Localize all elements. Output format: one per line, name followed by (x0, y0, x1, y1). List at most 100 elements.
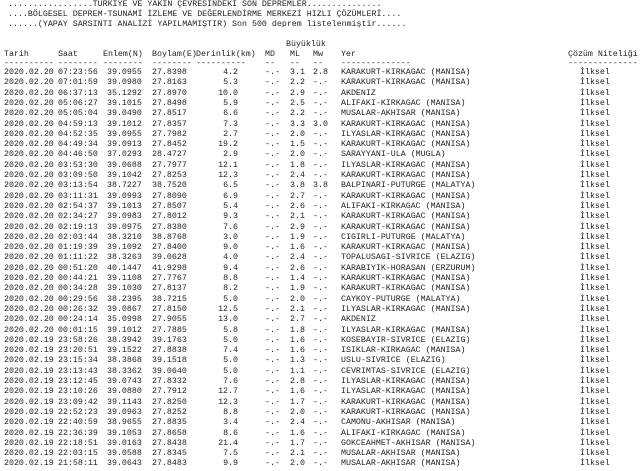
cell: 2020.02.20 (4, 232, 54, 242)
cell: -.- (265, 377, 280, 386)
cell: 39.0743 (107, 377, 142, 386)
cell: 27.8438 (152, 438, 187, 448)
cell: 1.6 (290, 335, 305, 345)
cell: 39.0880 (107, 387, 142, 397)
cell: -.- (265, 304, 280, 314)
cell: AKDENIZ (341, 88, 376, 98)
header-line: ......(YAPAY SARSINTI ANALİZİ YAPILMAMIŞ… (8, 20, 407, 29)
cell: 9.0 (223, 243, 238, 253)
cell: MUSALAR-AKHISAR (MANISA) (341, 449, 461, 459)
separator: -------- (58, 59, 98, 68)
cell: 03:09:50 (58, 171, 98, 180)
cell: -.- (265, 335, 280, 345)
cell: İlksel (580, 407, 610, 417)
cell: 39.1042 (107, 171, 142, 180)
cell: 2020.02.19 (4, 418, 54, 428)
cell: 8.8 (223, 407, 238, 417)
cell: USLU-SIVRICE (ELAZIG) (341, 356, 446, 366)
cell: 3.3 (290, 119, 305, 129)
cell: 12.7 (218, 387, 238, 397)
cell: -.- (313, 438, 328, 448)
cell: 39.0640 (152, 366, 187, 376)
cell: -.- (313, 171, 328, 180)
cell: İlksel (580, 428, 610, 438)
cell: 27.8150 (152, 304, 187, 314)
cell: 39.1108 (107, 274, 142, 283)
cell: KARAKURT-KIRKAGAC (MANISA) (341, 171, 471, 180)
cell: İlksel (580, 181, 610, 191)
cell: 27.8250 (152, 397, 187, 407)
cell: 27.8345 (152, 449, 187, 459)
column-header: Boylam(E) (152, 50, 197, 59)
cell: İlksel (580, 263, 610, 273)
cell: 2020.02.20 (4, 243, 54, 253)
cell: İlksel (580, 284, 610, 294)
cell: 12.3 (218, 397, 238, 407)
cell: -.- (265, 119, 280, 129)
cell: 27.8253 (152, 171, 187, 180)
cell: İlksel (580, 315, 610, 325)
cell: -.- (313, 243, 328, 253)
cell: 07:23:56 (58, 68, 98, 77)
cell: -.- (313, 284, 328, 294)
cell: 38.2395 (107, 294, 142, 304)
cell: KARAKURT-KIRKAGAC (MANISA) (341, 397, 471, 407)
cell: 2.4 (290, 253, 305, 263)
cell: 40.1447 (107, 263, 142, 273)
cell: 00:44:21 (58, 274, 98, 283)
column-header: Saat (58, 50, 78, 59)
cell: 39.1030 (107, 284, 142, 294)
cell: 27.8332 (152, 377, 187, 386)
cell: 7.4 (223, 346, 238, 356)
cell: 2.2 (290, 109, 305, 119)
cell: 39.1053 (107, 428, 142, 438)
separator: -- (290, 59, 300, 68)
cell: 2020.02.20 (4, 150, 54, 160)
cell: 38.3263 (107, 253, 142, 263)
cell: 2.6 (290, 201, 305, 211)
cell: 39.1015 (107, 98, 142, 108)
cell: 2020.02.20 (4, 171, 54, 180)
cell: 22:18:51 (58, 438, 98, 448)
cell: İlksel (580, 274, 610, 283)
cell: -.- (313, 98, 328, 108)
separator: -- (265, 59, 275, 68)
cell: 2020.02.20 (4, 304, 54, 314)
cell: 9.3 (223, 212, 238, 222)
cell: 02:54:37 (58, 201, 98, 211)
cell: 2.8 (313, 68, 328, 77)
cell: 39.1518 (152, 356, 187, 366)
cell: 00:01:15 (58, 325, 98, 335)
cell: GOKCEAHMET-AKHISAR (MANISA) (341, 438, 476, 448)
cell: 04:52:35 (58, 129, 98, 139)
cell: 00:29:56 (58, 294, 98, 304)
cell: ISIKLAR-KIRKAGAC (MANISA) (341, 346, 466, 356)
cell: İlksel (580, 459, 610, 469)
cell: 23:15:34 (58, 356, 98, 366)
cell: 23:12:45 (58, 377, 98, 386)
cell: 22:03:15 (58, 449, 98, 459)
cell: 2020.02.20 (4, 181, 54, 191)
cell: 35.0998 (107, 315, 142, 325)
cell: 1.6 (290, 243, 305, 253)
cell: AKDENIZ (341, 315, 376, 325)
cell: 2.1 (290, 212, 305, 222)
cell: 39.0993 (107, 191, 142, 201)
cell: 2020.02.19 (4, 335, 54, 345)
cell: İlksel (580, 346, 610, 356)
cell: 39.0955 (107, 129, 142, 139)
cell: 2.0 (290, 129, 305, 139)
cell: 13.0 (218, 315, 238, 325)
cell: -.- (313, 377, 328, 386)
cell: -.- (313, 397, 328, 407)
cell: 27.8483 (152, 459, 187, 469)
cell: 23:09:42 (58, 397, 98, 407)
cell: 2.6 (290, 263, 305, 273)
cell: 2.7 (290, 191, 305, 201)
cell: -.- (313, 78, 328, 88)
cell: İlksel (580, 171, 610, 180)
cell: -.- (313, 253, 328, 263)
cell: -.- (265, 294, 280, 304)
cell: 2020.02.20 (4, 88, 54, 98)
cell: İlksel (580, 98, 610, 108)
